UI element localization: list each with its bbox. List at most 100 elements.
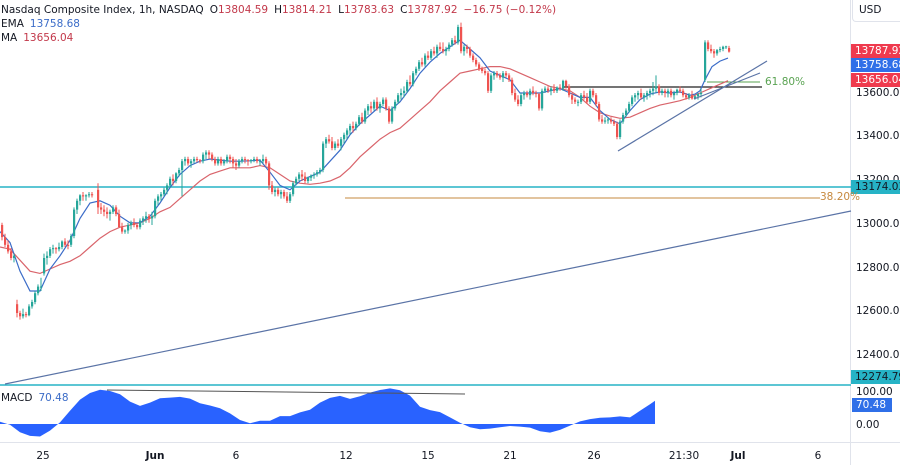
candle-body: [583, 95, 586, 98]
candle-body: [181, 161, 184, 170]
candle-body: [637, 93, 640, 96]
candle-body: [562, 80, 565, 89]
candle-body: [160, 194, 163, 197]
candle-body: [13, 255, 16, 258]
candle-body: [262, 159, 265, 162]
ma-legend[interactable]: MA 13656.04: [1, 32, 74, 44]
high-value: 13814.21: [281, 4, 333, 16]
candle-body: [568, 86, 571, 96]
ema-price-tag: 13758.68: [851, 58, 900, 72]
ema-line: [0, 39, 729, 292]
candle-body: [127, 225, 130, 231]
candle-body: [704, 42, 707, 80]
time-axis-label: 6: [232, 450, 240, 462]
candle-body: [412, 73, 415, 85]
candle-body: [208, 152, 211, 155]
candle-body: [520, 95, 523, 104]
candle-body: [301, 174, 304, 177]
macd-legend[interactable]: MACD 70.48: [1, 392, 69, 404]
candle-body: [214, 159, 217, 164]
candle-body: [16, 304, 19, 313]
price-axis-label: 13000.00: [856, 218, 900, 230]
candle-body: [655, 86, 658, 89]
ma-value: 13656.04: [23, 32, 74, 44]
candle-body: [175, 173, 178, 181]
candle-body: [643, 95, 646, 98]
fib-618-label: 61.80%: [765, 76, 806, 88]
candle-body: [550, 88, 553, 91]
candle-body: [253, 159, 256, 161]
macd-value-tag: 70.48: [852, 398, 892, 412]
candle-body: [328, 139, 331, 142]
candle-body: [100, 207, 103, 210]
candle-body: [271, 185, 274, 192]
candle-body: [25, 314, 28, 316]
candle-body: [586, 97, 589, 102]
ema-legend[interactable]: EMA 13758.68: [1, 18, 80, 30]
candle-body: [682, 90, 685, 96]
macd-histogram: [0, 388, 655, 437]
candle-body: [523, 93, 526, 96]
candle-body: [274, 189, 277, 192]
candle-body: [298, 174, 301, 179]
candle-body: [199, 160, 202, 162]
candle-body: [379, 104, 382, 109]
candle-body: [694, 96, 697, 99]
candle-body: [34, 293, 37, 302]
candle-body: [184, 159, 187, 162]
candle-body: [244, 159, 247, 161]
candle-body: [451, 40, 454, 45]
candle-body: [109, 211, 112, 214]
candle-body: [220, 159, 223, 164]
candle-body: [547, 88, 550, 91]
candle-body: [376, 101, 379, 109]
candle-body: [475, 60, 478, 65]
candle-body: [571, 95, 574, 100]
candle-body: [223, 161, 226, 164]
candle-body: [676, 89, 679, 93]
candle-body: [64, 241, 67, 245]
candle-body: [247, 160, 250, 162]
candle-body: [601, 119, 604, 122]
candle-body: [193, 159, 196, 162]
candle-body: [589, 90, 592, 102]
candle-body: [517, 99, 520, 104]
candle-body: [529, 90, 532, 96]
candle-body: [166, 185, 169, 190]
candle-body: [610, 119, 613, 122]
macd-axis-label: 100.00: [856, 386, 893, 398]
candle-body: [445, 49, 448, 52]
candle-body: [280, 192, 283, 195]
candle-body: [670, 90, 673, 96]
candle-body: [40, 286, 43, 288]
candle-body: [700, 93, 703, 95]
time-axis-label: 26: [587, 450, 601, 462]
candle-body: [574, 99, 577, 102]
candle-body: [91, 194, 94, 196]
candle-body: [667, 90, 670, 93]
candle-body: [613, 121, 616, 124]
candle-body: [319, 170, 322, 173]
candle-body: [565, 80, 568, 87]
candle-body: [454, 40, 457, 43]
candle-body: [28, 306, 31, 316]
candle-body: [658, 86, 661, 93]
candle-body: [439, 46, 442, 49]
candle-body: [713, 51, 716, 54]
currency-selector[interactable]: USD: [852, 0, 900, 22]
candle-body: [388, 108, 391, 122]
short-trendline-2: [693, 72, 761, 100]
candle-body: [487, 73, 490, 91]
candle-body: [76, 200, 79, 210]
candle-body: [346, 130, 349, 135]
candle-body: [598, 104, 601, 120]
candle-body: [391, 108, 394, 122]
candle-body: [304, 176, 307, 181]
candle-body: [103, 209, 106, 212]
price-axis-label: 13600.00: [856, 87, 900, 99]
candle-body: [664, 90, 667, 93]
time-axis-label: 15: [421, 450, 435, 462]
candle-body: [710, 49, 713, 52]
candle-body: [595, 95, 598, 104]
